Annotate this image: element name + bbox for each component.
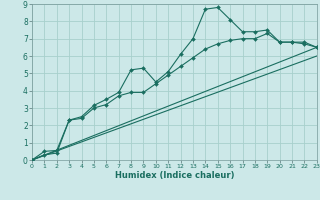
X-axis label: Humidex (Indice chaleur): Humidex (Indice chaleur): [115, 171, 234, 180]
